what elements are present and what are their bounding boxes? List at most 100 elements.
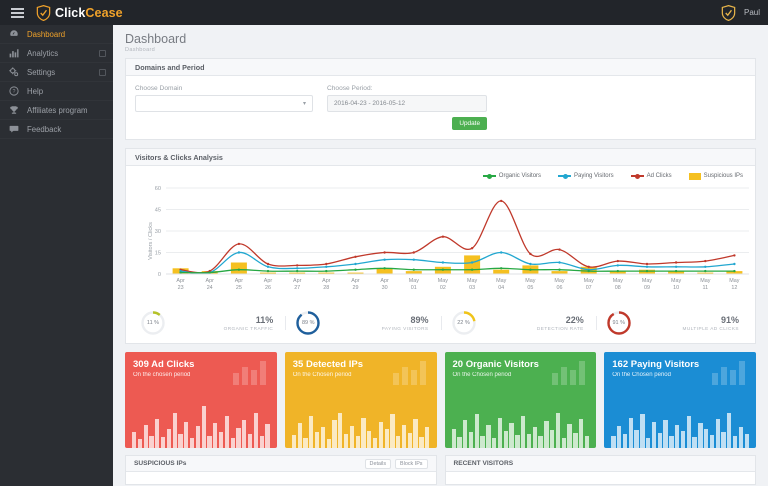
page-title: Dashboard — [125, 32, 187, 46]
panel-title: Domains and Period — [135, 62, 205, 72]
sidebar-item-settings[interactable]: Settings — [0, 63, 113, 82]
svg-text:09: 09 — [644, 285, 650, 291]
user-name[interactable]: Paul — [743, 8, 760, 17]
spark-bar — [265, 424, 270, 448]
spark-bar — [526, 433, 532, 448]
shield-check-icon[interactable] — [721, 4, 736, 21]
spark-bar — [149, 436, 154, 448]
spark-bar — [561, 438, 566, 448]
chevron-down-icon: ▾ — [302, 101, 306, 107]
svg-text:45: 45 — [155, 208, 161, 214]
svg-text:May: May — [409, 278, 419, 284]
stat-paying-visitors: 89 % 89% PAYING VISITORS — [285, 310, 440, 336]
sidebar-item-feedback[interactable]: Feedback — [0, 120, 113, 139]
brand-cease: Cease — [85, 5, 123, 20]
svg-text:May: May — [642, 278, 652, 284]
brand-logo[interactable]: ClickCease — [34, 4, 123, 21]
kpi-card-162-paying-visitors[interactable]: 162 Paying Visitors On the Chosen period — [604, 352, 756, 448]
panel-title: RECENT VISITORS — [453, 460, 514, 467]
sidebar-item-help[interactable]: ? Help — [0, 82, 113, 101]
svg-text:Apr: Apr — [235, 278, 244, 284]
legend-line-marker — [558, 173, 572, 179]
spark-bar — [425, 426, 430, 448]
sidebar-item-label: Analytics — [27, 48, 59, 58]
svg-text:10: 10 — [673, 285, 679, 291]
card-sparkline — [445, 400, 597, 448]
svg-text:23: 23 — [178, 285, 184, 291]
spark-bar — [651, 422, 657, 448]
panel-header: RECENT VISITORS — [445, 456, 755, 472]
svg-text:01: 01 — [411, 285, 417, 291]
stat-caption: MULTIPLE AD CLICKS — [682, 326, 739, 331]
period-input[interactable]: 2016-04-23 - 2016-05-12 — [327, 95, 487, 112]
spark-bar — [550, 429, 555, 448]
legend-item-suspicious-ips[interactable]: Suspicious IPs — [688, 172, 743, 180]
spark-bar — [544, 421, 549, 448]
spark-bar — [579, 419, 584, 448]
sidebar-item-dashboard[interactable]: Dashboard — [0, 25, 113, 44]
svg-text:Apr: Apr — [264, 278, 273, 284]
svg-text:May: May — [438, 278, 448, 284]
legend-item-paying-visitors[interactable]: Paying Visitors — [558, 173, 614, 179]
spark-bar — [492, 438, 497, 448]
stat-organic-traffic: 11 % 11% ORGANIC TRAFFIC — [130, 310, 285, 336]
spark-bar — [189, 438, 195, 448]
svg-text:0: 0 — [158, 272, 161, 278]
spark-bar — [355, 436, 360, 448]
progress-ring: 91 % — [606, 310, 632, 336]
bar-chart-icon — [712, 361, 745, 385]
spark-bar — [709, 434, 715, 448]
sidebar-item-label: Affiliates program — [27, 105, 88, 115]
card-subtitle: On the Chosen period — [612, 372, 671, 378]
kpi-card-35-detected-ips[interactable]: 35 Detected IPs On the Chosen period — [284, 352, 437, 448]
svg-text:29: 29 — [353, 285, 359, 291]
spark-bar — [698, 423, 703, 448]
shield-check-icon — [36, 4, 51, 21]
domain-select[interactable]: ▾ — [135, 95, 313, 112]
spark-bar — [166, 428, 172, 448]
spark-bar — [744, 433, 749, 448]
sidebar-item-label: Settings — [27, 67, 56, 77]
stat-text: 11% ORGANIC TRAFFIC — [224, 315, 286, 331]
legend-item-organic-visitors[interactable]: Organic Visitors — [482, 173, 541, 179]
period-label: Choose Period: — [327, 85, 373, 92]
spark-bar — [390, 414, 395, 448]
card-title: 35 Detected IPs — [292, 359, 363, 370]
kpi-card-309-ad-clicks[interactable]: 309 Ad Clicks On the chosen period — [125, 352, 277, 448]
spark-bar — [738, 426, 744, 448]
domain-label: Choose Domain — [135, 85, 183, 92]
visitors-clicks-chart[interactable]: 015304560Apr23Apr24Apr25Apr26Apr27Apr28A… — [130, 182, 757, 300]
spark-bar — [201, 405, 206, 448]
svg-text:27: 27 — [294, 285, 300, 291]
stat-text: 89% PAYING VISITORS — [382, 315, 441, 331]
stat-detection-rate: 22 % 22% DETECTION RATE — [440, 310, 596, 336]
spark-bar — [303, 438, 308, 448]
panel-header: Visitors & Clicks Analysis — [126, 149, 755, 166]
spark-bar — [480, 435, 485, 448]
spark-bar — [628, 418, 633, 448]
spark-bar — [349, 425, 355, 448]
spark-bar — [669, 435, 674, 448]
panel-action-button[interactable]: Details — [364, 458, 392, 469]
panel-action-button[interactable]: Block IPs — [395, 458, 428, 469]
update-button[interactable]: Update — [452, 117, 487, 130]
sidebar-item-affiliates-program[interactable]: Affiliates program — [0, 101, 113, 120]
svg-text:?: ? — [12, 89, 15, 95]
stat-value: 22% — [565, 315, 584, 325]
spark-bar — [686, 416, 691, 448]
chevron-down-icon[interactable] — [99, 49, 106, 57]
chevron-down-icon[interactable] — [99, 68, 106, 76]
legend-item-ad-clicks[interactable]: Ad Clicks — [630, 173, 672, 179]
spark-bar — [236, 427, 241, 448]
spark-bar — [332, 420, 337, 448]
chart-plot-area: Visitors / Clicks 0 15 30 45 60 Apr 23 Apr 24 Apr… — [130, 182, 751, 300]
spark-bar — [396, 435, 401, 448]
spark-bar — [172, 413, 177, 448]
spark-bar — [567, 424, 572, 448]
svg-text:Apr: Apr — [380, 278, 389, 284]
spark-bar — [218, 431, 224, 448]
sidebar-item-analytics[interactable]: Analytics — [0, 44, 113, 63]
kpi-card-20-organic-visitors[interactable]: 20 Organic Visitors On the Chosen period — [444, 352, 597, 448]
hamburger-icon[interactable] — [0, 7, 34, 18]
spark-bar — [242, 420, 247, 448]
